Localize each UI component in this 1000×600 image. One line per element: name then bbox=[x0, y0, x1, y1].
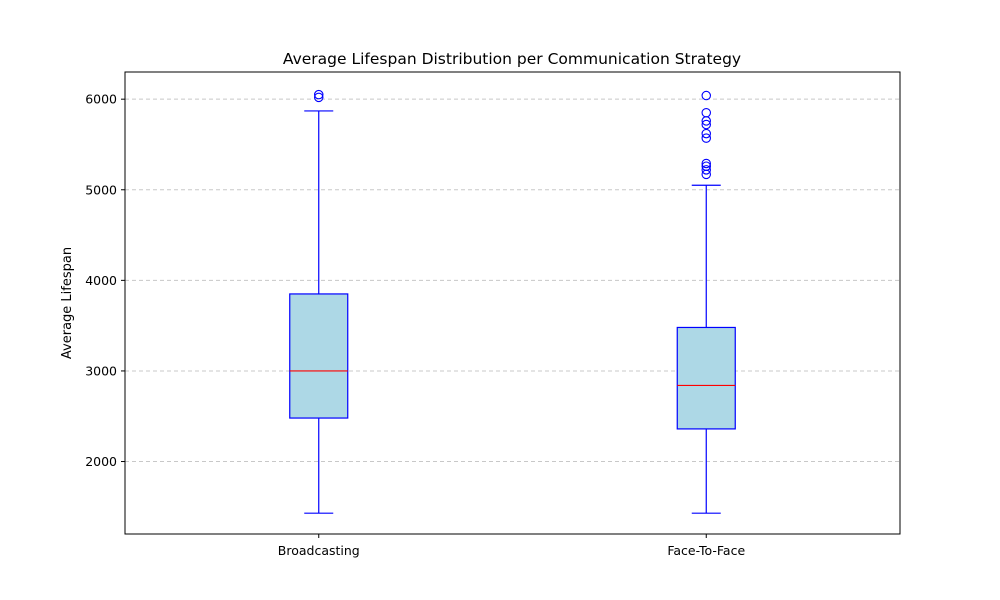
outlier-point bbox=[701, 108, 711, 118]
y-tick-label: 5000 bbox=[85, 182, 117, 197]
iqr-box bbox=[676, 326, 736, 430]
outlier-point bbox=[701, 90, 711, 101]
box-group bbox=[676, 90, 736, 514]
y-tick-label: 3000 bbox=[85, 363, 117, 378]
y-axis-label: Average Lifespan bbox=[60, 247, 75, 359]
iqr-box bbox=[289, 293, 349, 419]
axes: 2000 3000 4000 5000 6000 Broadcasting Face-To-… bbox=[85, 92, 745, 558]
outlier-point bbox=[701, 128, 711, 139]
outlier-point bbox=[313, 92, 324, 103]
y-tick-label: 6000 bbox=[85, 92, 117, 107]
boxes bbox=[289, 89, 736, 514]
box-group bbox=[289, 89, 349, 514]
grid-lines bbox=[125, 98, 900, 463]
outlier-point bbox=[313, 89, 324, 100]
outlier-point bbox=[701, 165, 711, 175]
outlier-point bbox=[701, 158, 711, 169]
outlier-point bbox=[701, 133, 711, 143]
y-tick-label: 2000 bbox=[85, 454, 117, 469]
chart-title: Average Lifespan Distribution per Commun… bbox=[283, 50, 741, 68]
x-tick-label: Broadcasting bbox=[278, 543, 360, 558]
outlier-point bbox=[701, 119, 711, 130]
x-tick-label: Face-To-Face bbox=[667, 543, 745, 558]
outlier-point bbox=[701, 161, 711, 171]
plot-frame bbox=[124, 71, 901, 535]
y-tick-label: 4000 bbox=[85, 273, 117, 288]
